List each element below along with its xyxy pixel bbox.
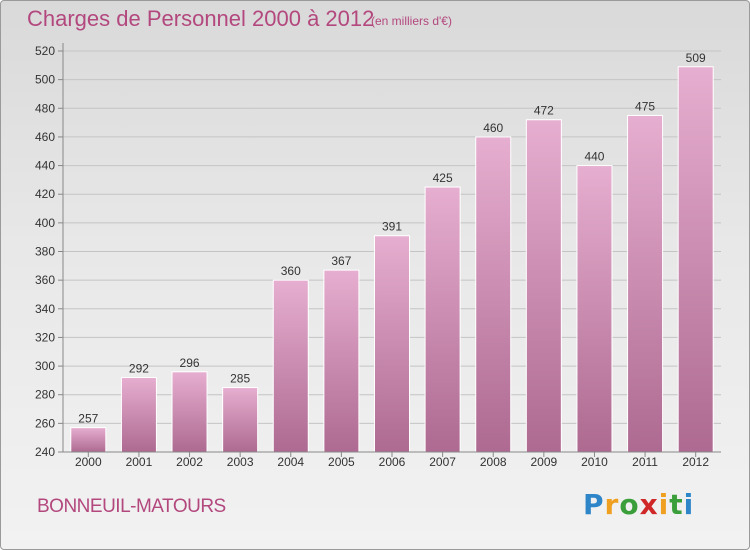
bar-value-label: 292 [129,362,149,376]
y-tick-label: 300 [35,359,55,373]
bar-value-label: 360 [281,264,301,278]
x-tick-label: 2000 [75,455,102,469]
logo-letter: x [639,488,659,521]
x-tick-label: 2007 [429,455,456,469]
y-tick-label: 460 [35,130,55,144]
bar [424,186,461,453]
proxiti-logo: Proxiti [583,488,694,521]
x-tick-label: 2008 [480,455,507,469]
x-tick-label: 2010 [581,455,608,469]
y-tick-label: 240 [35,445,55,459]
bar-value-label: 509 [686,51,706,65]
x-tick-label: 2005 [328,455,355,469]
y-tick-label: 360 [35,273,55,287]
bar-value-label: 296 [180,356,200,370]
y-tick-label: 280 [35,388,55,402]
bar [323,269,360,453]
x-tick-label: 2012 [682,455,709,469]
bar-value-label: 440 [584,150,604,164]
axes [58,43,721,457]
bar-value-label: 257 [78,412,98,426]
bar-value-label: 391 [382,220,402,234]
bar-value-label: 460 [483,121,503,135]
x-tick-label: 2002 [176,455,203,469]
bar [272,279,309,453]
bar-value-label: 472 [534,104,554,118]
x-tick-label: 2011 [632,455,658,469]
logo-letter: o [619,488,640,521]
x-tick-label: 2006 [379,455,406,469]
bar [120,377,157,453]
logo-letter: r [604,488,620,521]
y-tick-label: 440 [35,159,55,173]
bar [627,114,664,453]
bar [70,427,107,453]
logo-letter: i [658,488,670,521]
labels: 240 260 280 300 320 340 360 380 400 420 440 460 480 5… [35,44,709,469]
x-tick-label: 2009 [530,455,557,469]
x-tick-label: 2001 [126,455,153,469]
bar [475,136,512,453]
chart-subtitle: (en milliers d'€) [371,14,452,28]
bar [576,165,613,453]
y-tick-label: 500 [35,73,55,87]
x-tick-label: 2004 [277,455,304,469]
bar [374,235,410,453]
y-tick-label: 260 [35,416,55,430]
logo-letter: P [583,488,605,521]
logo-letter: t [669,488,684,521]
bar-value-label: 285 [230,372,250,386]
y-tick-label: 400 [35,216,55,230]
y-tick-label: 520 [35,44,55,58]
y-tick-label: 480 [35,101,55,115]
logo-letter: i [683,488,695,521]
y-tick-label: 340 [35,302,55,316]
chart-title: Charges de Personnel 2000 à 2012 [27,6,375,31]
bar-value-label: 425 [433,171,453,185]
bars [70,66,714,453]
x-tick-label: 2003 [227,455,254,469]
y-tick-label: 380 [35,245,55,259]
y-tick-label: 320 [35,330,55,344]
bar [222,387,259,453]
city-name: BONNEUIL-MATOURS [37,496,226,517]
bar [677,66,714,453]
bar-value-label: 367 [331,254,351,268]
bar [171,371,208,453]
bar [525,119,562,453]
bar-value-label: 475 [635,99,655,113]
y-tick-label: 420 [35,187,55,201]
